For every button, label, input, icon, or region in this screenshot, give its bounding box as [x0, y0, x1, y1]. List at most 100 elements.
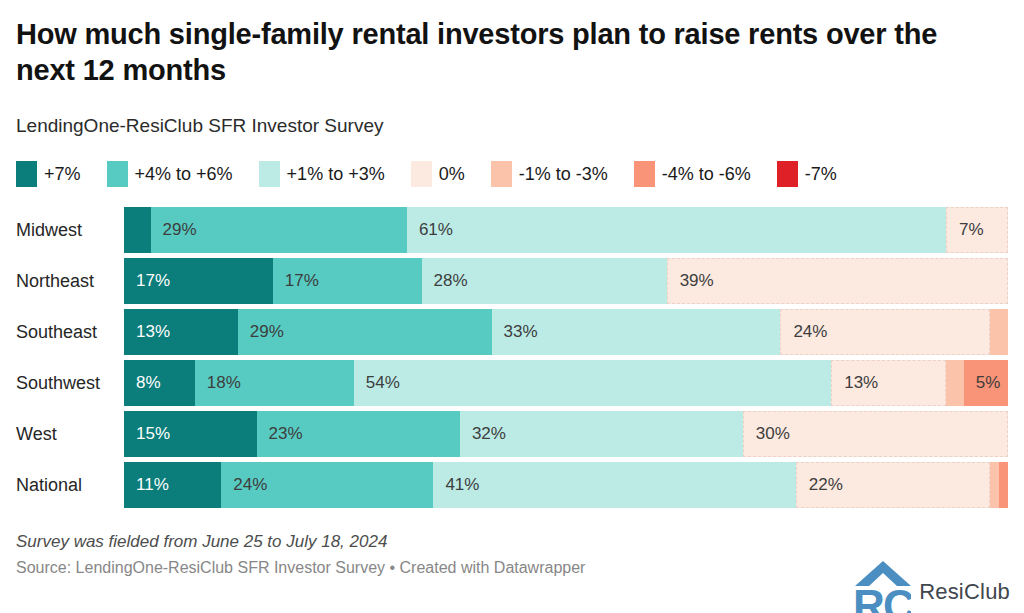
- bar-segment-value: 17%: [273, 271, 319, 291]
- bar-segment: 30%: [743, 411, 1008, 457]
- bar-segment: 28%: [422, 258, 667, 304]
- legend-swatch-icon: [259, 161, 280, 187]
- bar-segment: 39%: [667, 258, 1008, 304]
- bar-segment: 7%: [946, 207, 1008, 253]
- legend-item-1: +4% to +6%: [107, 161, 233, 187]
- legend-item-6: -7%: [777, 161, 837, 187]
- bar-segment-value: 29%: [151, 220, 197, 240]
- chart-row-southeast: Southeast13% 29% 33% 24%: [16, 309, 1008, 355]
- bar-segment-value: 29%: [238, 322, 284, 342]
- legend-label: +4% to +6%: [135, 164, 233, 185]
- bar-segment: 24%: [780, 309, 990, 355]
- bar-segment: 17%: [273, 258, 422, 304]
- legend-swatch-icon: [491, 161, 512, 187]
- legend-label: -7%: [805, 164, 837, 185]
- bar-segment: 29%: [151, 207, 407, 253]
- bar-segment-value: 11%: [124, 475, 169, 495]
- bar-segment: 32%: [460, 411, 743, 457]
- bar-segment: 13%: [831, 360, 946, 406]
- legend-swatch-icon: [777, 161, 798, 187]
- bar: 29% 61% 7%: [124, 207, 1008, 253]
- bar-segment-value: 41%: [433, 475, 479, 495]
- bar-segment-value: 39%: [668, 271, 714, 291]
- bar-segment: 23%: [257, 411, 460, 457]
- bar-segment: 33%: [492, 309, 781, 355]
- bar-segment: [990, 462, 999, 508]
- legend-item-3: 0%: [411, 161, 465, 187]
- bar-segment-value: 24%: [781, 322, 827, 342]
- bar-segment-value: 7%: [947, 220, 984, 240]
- chart-row-northeast: Northeast17%17%28%39%: [16, 258, 1008, 304]
- legend-item-0: +7%: [16, 161, 81, 187]
- bar: 11% 24% 41% 22%: [124, 462, 1008, 508]
- chart-title: How much single-family rental investors …: [16, 16, 996, 88]
- legend-label: 0%: [439, 164, 465, 185]
- chart-subtitle: LendingOne-ResiClub SFR Investor Survey: [16, 115, 1008, 137]
- bar-segment-value: 13%: [124, 322, 170, 342]
- resiclub-logo-icon: R C: [855, 561, 911, 613]
- legend-label: -4% to -6%: [662, 164, 751, 185]
- legend: +7% +4% to +6% +1% to +3% 0% -1% to -3% -4% t…: [16, 161, 1008, 187]
- legend-item-4: -1% to -3%: [491, 161, 608, 187]
- bar-segment: 22%: [796, 462, 990, 508]
- bar-segment-value: 28%: [422, 271, 468, 291]
- bar-segment-value: 54%: [354, 373, 400, 393]
- stacked-bar-chart: Midwest29%61%7%Northeast17%17%28%39%Sout…: [16, 207, 1008, 508]
- bar-segment-value: 15%: [124, 424, 170, 444]
- bar-segment: 18%: [195, 360, 354, 406]
- bar: 8% 18% 54% 13% 5%: [124, 360, 1008, 406]
- bar-segment: 17%: [124, 258, 273, 304]
- bar-segment: 61%: [407, 207, 946, 253]
- bar-segment: 5%: [964, 360, 1008, 406]
- footer-note: Survey was fielded from June 25 to July …: [16, 532, 1008, 552]
- chart-row-southwest: Southwest8% 18% 54% 13% 5%: [16, 360, 1008, 406]
- chart-row-national: National11% 24% 41% 22%: [16, 462, 1008, 508]
- bar-segment-value: 32%: [460, 424, 506, 444]
- bar-segment-value: 33%: [492, 322, 538, 342]
- chart-row-west: West15% 23% 32% 30%: [16, 411, 1008, 457]
- chart-row-midwest: Midwest29%61%7%: [16, 207, 1008, 253]
- bar-segment: [124, 207, 151, 253]
- legend-label: +7%: [44, 164, 81, 185]
- chart-page: How much single-family rental investors …: [0, 16, 1024, 613]
- bar: 15% 23% 32% 30%: [124, 411, 1008, 457]
- resiclub-logo-text: ResiClub: [919, 579, 1010, 605]
- bar-segment-value: 13%: [832, 373, 878, 393]
- bar-segment: [999, 462, 1008, 508]
- svg-text:R: R: [855, 581, 885, 613]
- resiclub-logo: R C ResiClub: [855, 561, 1010, 613]
- bar-segment: 13%: [124, 309, 238, 355]
- bar-segment: [990, 309, 1008, 355]
- svg-text:C: C: [883, 581, 911, 613]
- row-label: Southwest: [16, 360, 124, 406]
- bar-segment: 15%: [124, 411, 257, 457]
- bar-segment-value: 23%: [257, 424, 303, 444]
- row-label: West: [16, 411, 124, 457]
- bar-segment-value: 18%: [195, 373, 241, 393]
- bar-segment: 8%: [124, 360, 195, 406]
- bar: 17% 17% 28% 39%: [124, 258, 1008, 304]
- row-label: Southeast: [16, 309, 124, 355]
- row-label: National: [16, 462, 124, 508]
- bar-segment: 29%: [238, 309, 492, 355]
- legend-item-2: +1% to +3%: [259, 161, 385, 187]
- bar-segment: 24%: [221, 462, 433, 508]
- bar-segment: [946, 360, 964, 406]
- legend-swatch-icon: [16, 161, 37, 187]
- bar-segment-value: 8%: [124, 373, 161, 393]
- bar-segment-value: 5%: [964, 373, 1001, 393]
- bar-segment-value: 17%: [124, 271, 170, 291]
- bar: 13% 29% 33% 24%: [124, 309, 1008, 355]
- bar-segment-value: 30%: [744, 424, 790, 444]
- bar-segment: 11%: [124, 462, 221, 508]
- bar-segment-value: 61%: [407, 220, 453, 240]
- legend-item-5: -4% to -6%: [634, 161, 751, 187]
- bar-segment: 41%: [433, 462, 795, 508]
- bar-segment-value: 24%: [221, 475, 267, 495]
- row-label: Northeast: [16, 258, 124, 304]
- legend-swatch-icon: [107, 161, 128, 187]
- bar-segment-value: 22%: [797, 475, 843, 495]
- legend-swatch-icon: [411, 161, 432, 187]
- bar-segment: 54%: [354, 360, 831, 406]
- legend-label: -1% to -3%: [519, 164, 608, 185]
